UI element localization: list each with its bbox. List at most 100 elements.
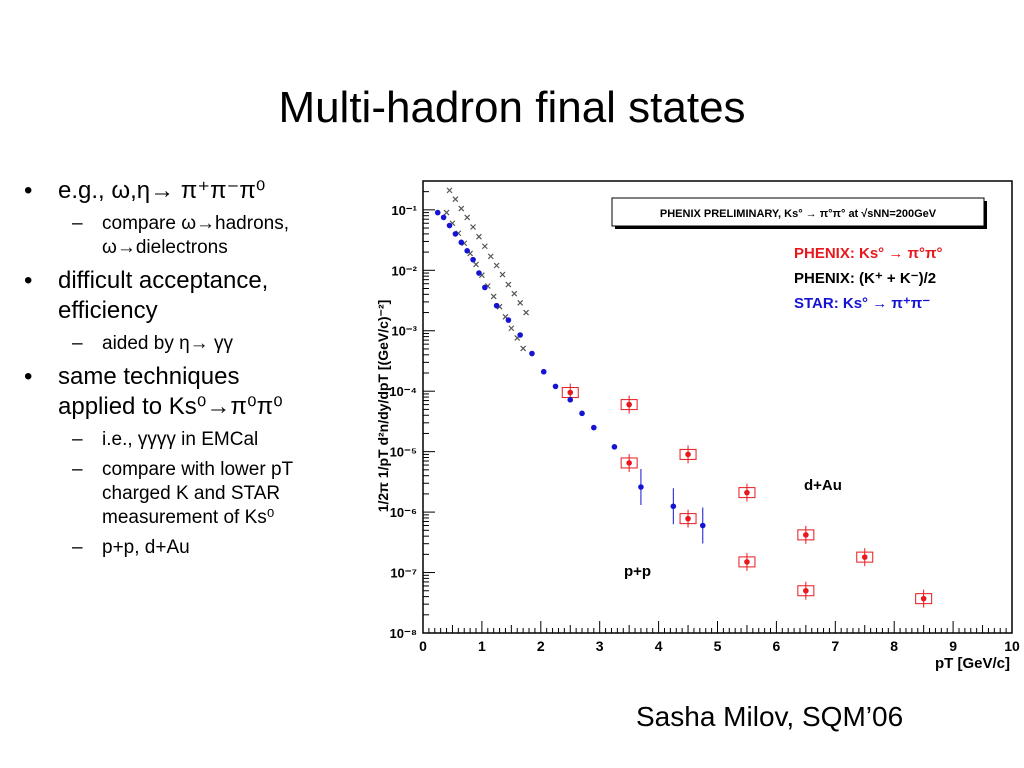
data-point — [567, 389, 574, 396]
data-point — [529, 350, 535, 357]
data-point — [591, 424, 597, 431]
x-tick-label: 2 — [537, 638, 545, 654]
systematic-box — [679, 513, 697, 525]
x-tick-label: 1 — [478, 638, 486, 654]
bullet-item: applied to Ks⁰→π⁰π⁰ — [20, 392, 365, 422]
y-tick-label: 10⁻² — [391, 263, 417, 278]
y-tick-label: 10⁻⁷ — [390, 566, 417, 581]
systematic-box — [856, 551, 874, 563]
data-point — [638, 484, 644, 490]
bullet-text: applied to Ks⁰→π⁰π⁰ — [58, 393, 283, 420]
data-point — [611, 444, 618, 450]
data-point — [493, 262, 500, 269]
x-tick-label: 3 — [596, 638, 604, 654]
data-point — [458, 239, 465, 246]
data-point — [505, 281, 512, 288]
bullet-list: • e.g., ω,η→ π⁺π⁻π⁰ – compare ω→hadrons,… — [20, 176, 365, 566]
data-point — [685, 515, 691, 522]
data-point — [464, 214, 471, 221]
x-axis-label: pT [GeV/c] — [935, 655, 1010, 672]
y-tick-label: 10⁻³ — [391, 324, 417, 339]
bullet-item: • difficult acceptance, — [20, 266, 365, 296]
data-point — [490, 293, 497, 300]
data-point — [920, 595, 927, 602]
data-point — [685, 451, 691, 458]
data-point — [523, 309, 529, 316]
y-tick-label: 10⁻¹ — [391, 203, 417, 218]
data-point — [567, 397, 574, 403]
y-tick-label: 10⁻⁸ — [390, 626, 417, 641]
data-point — [517, 332, 523, 338]
x-tick-label: 6 — [773, 638, 781, 654]
data-point — [440, 214, 447, 221]
data-point — [464, 248, 470, 254]
bullet-item: • same techniques — [20, 362, 365, 392]
axis-ticks: 0 1 2 3 4 5 6 7 8 9 10 10⁻⁸ 10⁻⁷ 10⁻⁶ 10⁻⁵ 10⁻⁴ 10⁻³ 10⁻²… — [389, 191, 1020, 654]
data-point — [482, 284, 488, 291]
x-tick-label: 5 — [714, 638, 722, 654]
sub-bullet-text: p+p, d+Au — [102, 537, 190, 558]
sub-bullet-item: measurement of Ks⁰ — [20, 506, 365, 530]
sub-bullet-text: aided by η→ γγ — [102, 333, 233, 354]
data-point — [579, 410, 585, 417]
slide-title: Multi-hadron final states — [278, 83, 746, 132]
legend-entry: PHENIX: (K⁺ + K⁻)/2 — [794, 270, 936, 287]
x-tick-label: 4 — [655, 638, 663, 654]
sub-bullet-text: ω→dielectrons — [102, 237, 228, 258]
data-point — [540, 368, 547, 375]
data-point — [434, 209, 441, 216]
systematic-box — [738, 487, 756, 499]
data-point — [493, 302, 500, 309]
data-point — [803, 587, 809, 594]
bullet-text: efficiency — [58, 297, 158, 324]
y-axis-label: 1/2π 1/pT d²n/dy/dpT [(GeV/c)⁻²] — [375, 300, 391, 513]
systematic-box — [797, 585, 815, 597]
data-point — [446, 222, 453, 229]
data-point — [499, 271, 506, 278]
bullet-text: e.g., ω,η→ π⁺π⁻π⁰ — [58, 177, 266, 204]
systematic-box — [738, 556, 756, 568]
x-tick-label: 9 — [949, 638, 957, 654]
bullet-text: difficult acceptance, — [58, 267, 269, 294]
systematic-box — [797, 529, 815, 541]
sub-bullet-text: compare with lower pT — [102, 459, 294, 480]
sub-bullet-text: i.e., γγγγ in EMCal — [102, 429, 259, 450]
data-point — [452, 231, 459, 237]
data-point — [446, 187, 453, 194]
systematic-box — [620, 399, 638, 411]
dash-icon: – — [72, 333, 83, 354]
data-point — [552, 383, 559, 390]
bullet-dot-icon: • — [24, 363, 33, 390]
sub-bullet-item: – aided by η→ γγ — [20, 332, 365, 356]
x-tick-label: 10 — [1004, 638, 1020, 654]
chart-title: PHENIX PRELIMINARY, Ks° → π°π° at √sNN=2… — [660, 208, 937, 220]
data-point — [699, 522, 706, 529]
data-point — [487, 253, 494, 260]
legend-entry: STAR: Ks° → π⁺π⁻ — [794, 295, 930, 312]
data-point — [476, 233, 482, 240]
data-point — [517, 299, 524, 306]
data-point — [861, 554, 868, 560]
bullet-item: • e.g., ω,η→ π⁺π⁻π⁰ — [20, 176, 365, 206]
systematic-box — [915, 593, 933, 605]
data-point — [520, 345, 527, 352]
data-marks — [434, 187, 933, 608]
annotation-pp: p+p — [624, 563, 651, 580]
legend-entry: PHENIX: Ks° → π°π° — [794, 245, 942, 262]
systematic-box — [620, 457, 638, 469]
data-point — [443, 209, 450, 216]
dash-icon: – — [72, 537, 83, 558]
bullet-dot-icon: • — [24, 267, 33, 294]
sub-bullet-text: compare ω→hadrons, — [102, 213, 289, 234]
sub-bullet-item: – compare ω→hadrons, — [20, 212, 365, 236]
bullet-item: efficiency — [20, 296, 365, 326]
x-tick-label: 8 — [890, 638, 898, 654]
data-point — [476, 270, 482, 276]
sub-bullet-text: measurement of Ks⁰ — [102, 507, 275, 528]
dash-icon: – — [72, 459, 83, 480]
data-point — [511, 290, 518, 297]
sub-bullet-item: charged K and STAR — [20, 482, 365, 506]
data-point — [470, 224, 476, 230]
data-point — [452, 196, 459, 203]
data-point — [508, 325, 515, 332]
